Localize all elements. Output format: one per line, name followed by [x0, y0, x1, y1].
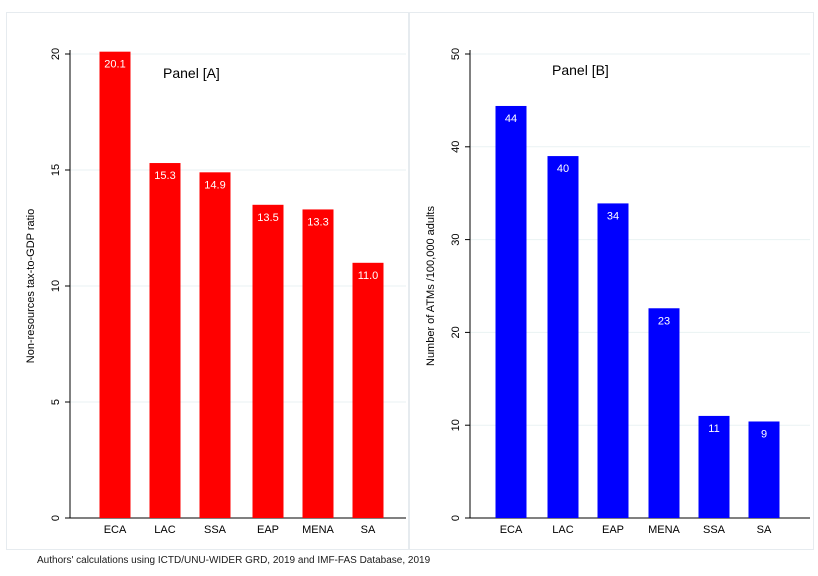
- panel-b-category-label: SSA: [703, 524, 726, 536]
- panel-b-bar-value-label: 40: [557, 163, 569, 175]
- panel-b-bar: [495, 105, 527, 518]
- panel-a-category-label: SSA: [204, 524, 227, 536]
- panel-b-y-tick-label: 20: [450, 326, 462, 338]
- panel-a-bar: [99, 51, 131, 519]
- panel-b-bar-value-label: 23: [658, 315, 670, 327]
- panel-a-title: Panel [A]: [163, 65, 220, 81]
- panel-a-bar-value-label: 20.1: [104, 59, 125, 71]
- panel-b-bar: [648, 308, 680, 518]
- panel-a-bar-value-label: 15.3: [154, 170, 175, 182]
- panel-a-y-axis-title: Non-resources tax-to-GDP ratio: [25, 209, 37, 363]
- panel-b-y-tick-label: 10: [450, 419, 462, 431]
- panel-b-y-tick-label: 30: [450, 233, 462, 245]
- panel-a-bar: [252, 204, 284, 519]
- panel-b-category-label: SA: [757, 524, 772, 536]
- panel-a-bar: [302, 209, 334, 518]
- panel-a-y-tick-label: 0: [50, 515, 62, 521]
- panel-b-y-axis-title: Number of ATMs /100,000 adults: [425, 206, 437, 366]
- panel-b-bar-value-label: 44: [505, 113, 517, 125]
- panel-a-category-label: EAP: [257, 524, 279, 536]
- panel-a-category-label: SA: [361, 524, 376, 536]
- panel-b-title: Panel [B]: [552, 62, 609, 78]
- panel-b-y-tick-label: 50: [450, 48, 462, 60]
- panel-b-category-label: ECA: [500, 524, 523, 536]
- panel-b-bar: [597, 203, 629, 518]
- panel-a-bar: [199, 172, 231, 518]
- panel-b-category-label: EAP: [602, 524, 624, 536]
- panel-b-bar-value-label: 9: [761, 428, 767, 440]
- panel-b-bar-value-label: 11: [708, 423, 719, 435]
- panel-b-bar: [748, 421, 780, 518]
- panel-a-category-label: ECA: [104, 524, 127, 536]
- panel-b-y-tick-label: 0: [450, 515, 462, 521]
- panel-b-y-tick-label: 40: [450, 141, 462, 153]
- panel-a-bar-value-label: 11.0: [358, 270, 379, 282]
- panel-b-category-label: MENA: [648, 524, 680, 536]
- panel-a-bar: [352, 262, 384, 518]
- panel-b-bar: [698, 415, 730, 518]
- panel-a-bar-value-label: 14.9: [204, 179, 225, 191]
- panel-a-category-label: LAC: [154, 524, 175, 536]
- panel-a-y-tick-label: 15: [50, 164, 62, 176]
- panel-a-y-tick-label: 5: [50, 399, 62, 405]
- panel-a-bar: [149, 163, 181, 519]
- panel-b-bar: [547, 156, 579, 518]
- panel-a-y-tick-label: 10: [50, 280, 62, 292]
- panel-b-category-label: LAC: [552, 524, 573, 536]
- panel-a-category-label: MENA: [302, 524, 334, 536]
- panel-a-bar-value-label: 13.3: [307, 216, 328, 228]
- panel-a-bar-value-label: 13.5: [257, 212, 278, 224]
- source-note: Authors' calculations using ICTD/UNU-WID…: [37, 555, 431, 566]
- panel-a-y-tick-label: 20: [50, 48, 62, 60]
- panel-b-bar-value-label: 34: [607, 210, 619, 222]
